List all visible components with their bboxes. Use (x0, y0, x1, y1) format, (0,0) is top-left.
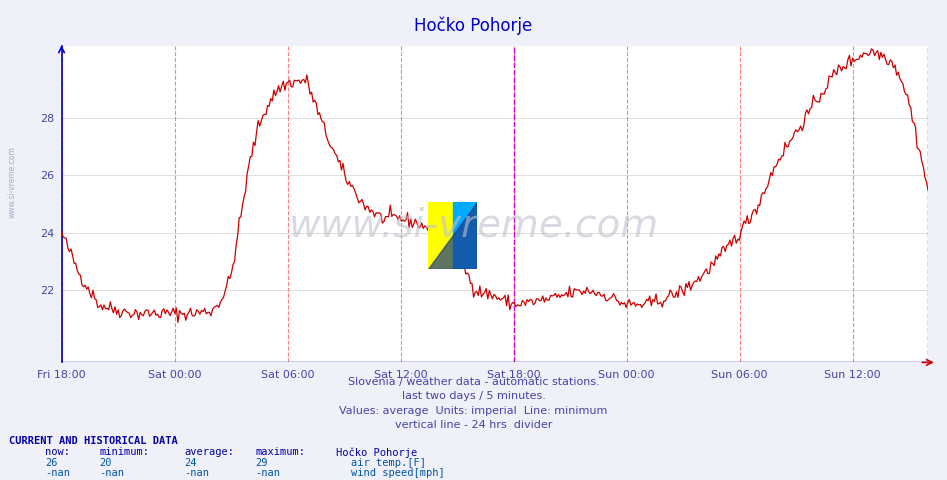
Text: average:: average: (185, 447, 235, 457)
Text: -nan: -nan (45, 468, 70, 479)
Text: www.si-vreme.com: www.si-vreme.com (8, 146, 17, 218)
Text: -nan: -nan (185, 468, 209, 479)
Text: wind speed[mph]: wind speed[mph] (351, 468, 445, 479)
Polygon shape (428, 202, 477, 269)
Text: 24: 24 (185, 458, 197, 468)
Text: Hočko Pohorje: Hočko Pohorje (336, 447, 418, 458)
Text: 20: 20 (99, 458, 112, 468)
Text: vertical line - 24 hrs  divider: vertical line - 24 hrs divider (395, 420, 552, 430)
Text: -nan: -nan (99, 468, 124, 479)
Text: now:: now: (45, 447, 70, 457)
Text: CURRENT AND HISTORICAL DATA: CURRENT AND HISTORICAL DATA (9, 436, 178, 446)
Bar (428, 202, 453, 269)
Text: air temp.[F]: air temp.[F] (351, 458, 426, 468)
Text: maximum:: maximum: (256, 447, 306, 457)
Text: 29: 29 (256, 458, 268, 468)
Bar (453, 202, 477, 269)
Text: www.si-vreme.com: www.si-vreme.com (289, 206, 658, 245)
Text: -nan: -nan (256, 468, 280, 479)
Text: minimum:: minimum: (99, 447, 150, 457)
Text: Values: average  Units: imperial  Line: minimum: Values: average Units: imperial Line: mi… (339, 406, 608, 416)
Text: Hočko Pohorje: Hočko Pohorje (415, 17, 532, 36)
Text: last two days / 5 minutes.: last two days / 5 minutes. (402, 391, 545, 401)
Text: 26: 26 (45, 458, 58, 468)
Text: Slovenia / weather data - automatic stations.: Slovenia / weather data - automatic stat… (348, 377, 599, 387)
